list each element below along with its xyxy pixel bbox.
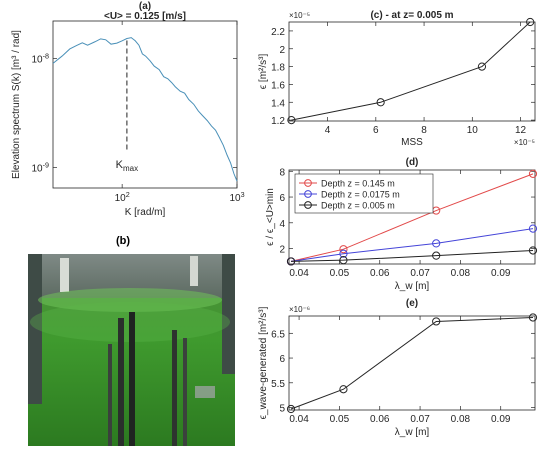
chart-c-xlabel: MSS bbox=[401, 137, 423, 148]
x-tick-label: 10 bbox=[467, 125, 479, 136]
x-tick-label: 4 bbox=[325, 125, 331, 136]
data-point bbox=[528, 246, 538, 255]
y-tick-label: 10-8 bbox=[31, 51, 49, 65]
spectrum-line bbox=[52, 37, 238, 182]
data-point bbox=[432, 239, 441, 248]
series-line bbox=[291, 21, 531, 121]
legend-marker bbox=[304, 179, 312, 187]
y-tick-label: 1.2 bbox=[271, 116, 285, 127]
x-tick-label: 0.04 bbox=[289, 268, 309, 279]
data-point bbox=[339, 249, 348, 258]
x-tick-label: 0.09 bbox=[491, 414, 511, 425]
y-tick-label: 10-9 bbox=[31, 161, 49, 175]
data-point bbox=[339, 245, 348, 254]
plot-frame bbox=[288, 21, 536, 122]
data-point bbox=[286, 257, 296, 266]
chart-a-ylabel: Elevation spectrum S(k) [m³ / rad] bbox=[11, 30, 22, 179]
x-tick-label: 8 bbox=[421, 125, 427, 136]
legend-entry: Depth z = 0.145 m bbox=[321, 179, 395, 189]
legend-entry: Depth z = 0.0175 m bbox=[321, 190, 400, 200]
chart-a-title: <U> = 0.125 [m/s] bbox=[104, 11, 186, 22]
chart-c-x-multiplier: ×10⁻⁵ bbox=[514, 138, 535, 147]
x-tick-label: 6 bbox=[373, 125, 379, 136]
x-tick-label: 0.05 bbox=[330, 268, 350, 279]
x-tick-label: 0.06 bbox=[370, 268, 390, 279]
legend-box bbox=[294, 173, 434, 214]
kmax-label: Kmax bbox=[116, 159, 138, 173]
plot-frame bbox=[288, 169, 536, 265]
chart-d-ylabel: ϵ / ϵ_<U>min bbox=[265, 188, 276, 246]
chart-a: (a)<U> = 0.125 [m/s] 102 103 10-9 10-8 Kmax K … bbox=[11, 1, 245, 218]
chart-a-xlabel: K [rad/m] bbox=[125, 207, 166, 218]
x-tick-label: 0.08 bbox=[451, 414, 471, 425]
legend-entry: Depth z = 0.005 m bbox=[321, 201, 395, 211]
chart-d-title: (d) bbox=[406, 157, 419, 168]
y-tick-label: 6 bbox=[279, 193, 285, 204]
plot-frame bbox=[288, 315, 536, 411]
y-tick-label: 1.8 bbox=[271, 63, 285, 74]
chart-c-title: (c) - at z= 0.005 m bbox=[370, 10, 453, 21]
series-line bbox=[290, 173, 534, 262]
x-tick-label: 103 bbox=[229, 190, 244, 204]
series-line bbox=[291, 249, 534, 262]
chart-c-y-multiplier: ×10⁻⁵ bbox=[289, 11, 310, 20]
y-tick-label: 1.4 bbox=[271, 98, 285, 109]
data-point bbox=[528, 224, 538, 233]
chart-e-ylabel: ϵ_wave-generated [m²/s³] bbox=[258, 306, 269, 419]
x-tick-label: 0.05 bbox=[330, 414, 350, 425]
plot-frame bbox=[52, 20, 238, 189]
x-tick-label: 12 bbox=[515, 125, 527, 136]
x-tick-label: 0.07 bbox=[410, 268, 430, 279]
panel-b-label: (b) bbox=[116, 235, 130, 247]
data-point bbox=[287, 116, 296, 125]
y-tick-label: 5 bbox=[279, 404, 285, 415]
chart-e: (e) ×10⁻⁶ 0.04 0.05 0.06 0.07 0.08 0.09 5 5.5 6 6.5… bbox=[258, 298, 538, 438]
data-point bbox=[286, 404, 296, 414]
data-point bbox=[376, 98, 385, 107]
x-tick-label: 0.08 bbox=[451, 268, 471, 279]
legend-marker bbox=[304, 190, 312, 198]
panel-a-label: (a) bbox=[139, 1, 151, 12]
chart-e-y-multiplier: ×10⁻⁶ bbox=[289, 305, 310, 314]
y-tick-label: 2 bbox=[279, 45, 285, 56]
y-tick-label: 1.6 bbox=[271, 80, 285, 91]
data-point bbox=[339, 385, 348, 394]
data-point bbox=[528, 313, 538, 322]
x-tick-label: 0.06 bbox=[370, 414, 390, 425]
y-tick-label: 5.5 bbox=[271, 379, 285, 390]
y-tick-label: 2 bbox=[279, 245, 285, 256]
chart-e-xlabel: λ_w [m] bbox=[395, 427, 430, 438]
legend-marker bbox=[304, 201, 312, 209]
series-line bbox=[290, 316, 534, 410]
data-point bbox=[432, 251, 441, 260]
data-point bbox=[432, 317, 441, 326]
chart-c-ylabel: ϵ [m²/s³] bbox=[258, 54, 269, 90]
y-tick-label: 2.2 bbox=[271, 27, 285, 38]
y-tick-label: 6.5 bbox=[271, 329, 285, 340]
tank-photo bbox=[28, 254, 235, 446]
y-tick-label: 4 bbox=[279, 219, 285, 230]
data-point bbox=[477, 62, 487, 71]
data-point bbox=[526, 17, 535, 27]
x-tick-label: 102 bbox=[115, 190, 130, 204]
chart-e-title: (e) bbox=[406, 298, 418, 309]
chart-c: (c) - at z= 0.005 m ×10⁻⁵ 4 6 8 10 12 1.2 1.4 1.6… bbox=[258, 10, 536, 148]
x-tick-label: 0.09 bbox=[491, 268, 511, 279]
data-point bbox=[528, 169, 538, 178]
chart-d: (d) 0.04 0.05 0.06 0.07 0.08 0.09 2 4 6 8 Depth z =… bbox=[265, 157, 538, 292]
y-tick-label: 6 bbox=[279, 354, 285, 365]
x-tick-label: 0.07 bbox=[410, 414, 430, 425]
chart-d-xlabel: λ_w [m] bbox=[395, 281, 430, 292]
x-tick-label: 0.04 bbox=[289, 414, 309, 425]
data-point bbox=[339, 256, 348, 265]
series-line bbox=[290, 228, 534, 262]
y-tick-label: 8 bbox=[279, 167, 285, 178]
